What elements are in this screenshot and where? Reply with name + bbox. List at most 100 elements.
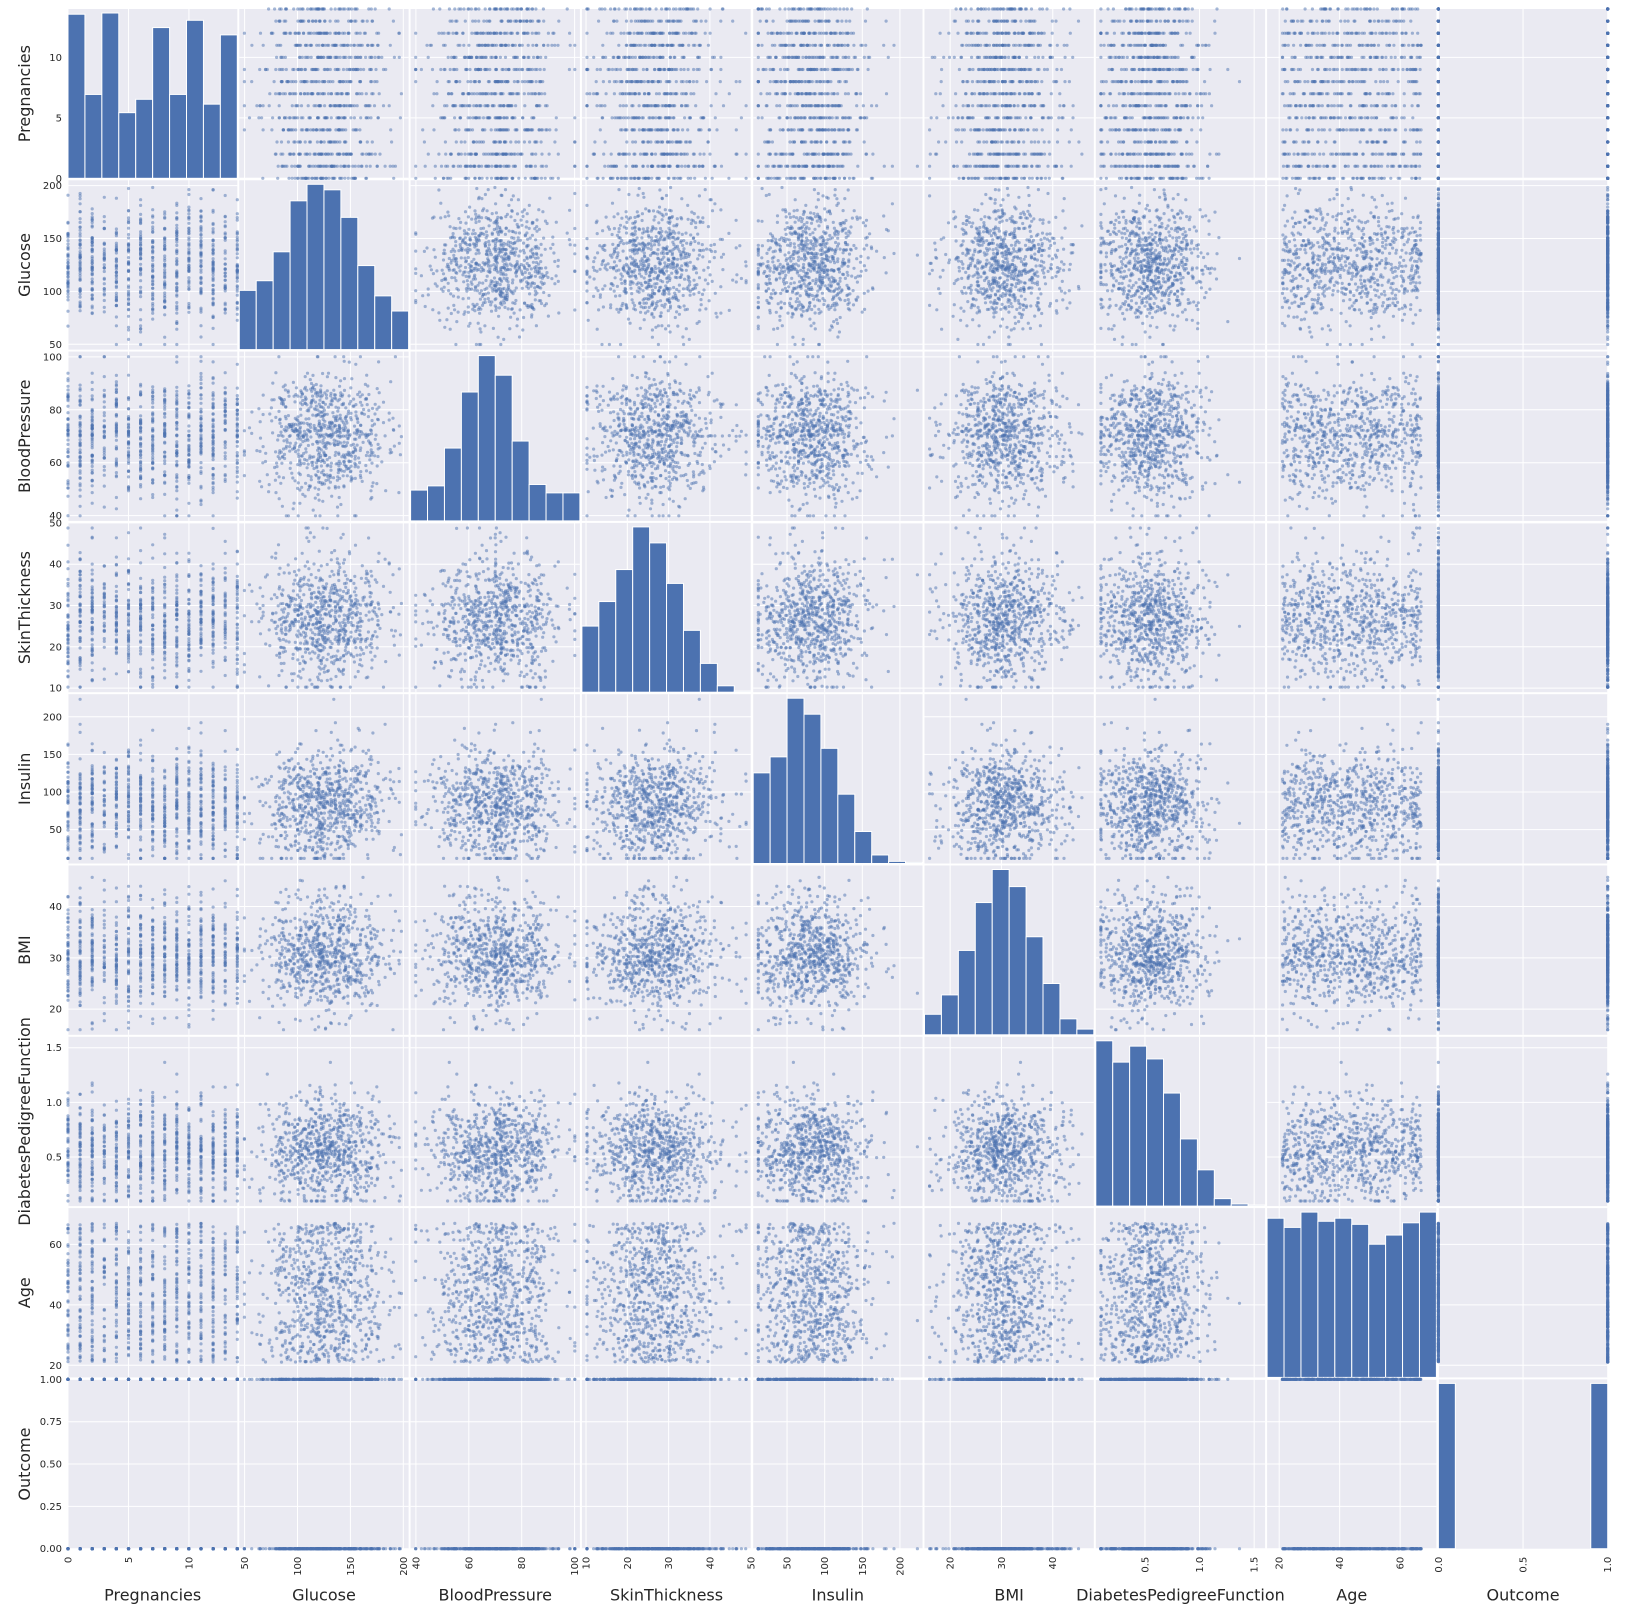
scatter-point [494, 92, 497, 95]
scatter-point [636, 32, 639, 35]
scatter-point [619, 32, 622, 35]
scatter-point [633, 32, 636, 35]
scatter-point [378, 92, 381, 95]
scatter-point [347, 177, 350, 180]
scatter-point [526, 56, 529, 59]
scatter-point [689, 116, 692, 119]
scatter-point [382, 68, 385, 71]
scatter-point [495, 56, 498, 59]
scatter-point [305, 56, 308, 59]
scatter-point [414, 32, 417, 35]
scatter-point [708, 153, 711, 156]
scatter-point [556, 44, 559, 47]
scatter-point [472, 165, 475, 168]
scatter-point [457, 165, 460, 168]
scatter-point [667, 68, 670, 71]
scatter-point [360, 153, 363, 156]
scatter-point [499, 32, 502, 35]
scatter-point [343, 140, 346, 143]
scatter-point [427, 153, 430, 156]
scatter-point [378, 153, 381, 156]
scatter-point [530, 153, 533, 156]
scatter-point [512, 7, 515, 10]
scatter-point [261, 177, 264, 180]
scatter-point [342, 153, 345, 156]
scatter-point [617, 44, 620, 47]
scatter-point [342, 68, 345, 71]
scatter-point [625, 104, 628, 107]
scatter-point [324, 153, 327, 156]
scatter-point [316, 7, 319, 10]
scatter-point [427, 56, 430, 59]
scatter-point [523, 104, 526, 107]
scatter-point [595, 80, 598, 83]
scatter-point [545, 128, 548, 131]
scatter-point [552, 32, 555, 35]
scatter-point [347, 165, 350, 168]
scatter-point [653, 68, 656, 71]
scatter-point [467, 7, 470, 10]
scatter-point [675, 68, 678, 71]
scatter-point [299, 165, 302, 168]
scatter-point [353, 116, 356, 119]
scatter-point [671, 140, 674, 143]
scatter-point [528, 140, 531, 143]
scatter-point [679, 68, 682, 71]
scatter-point [390, 140, 393, 143]
scatter-point [366, 20, 369, 23]
scatter-point [304, 177, 307, 180]
scatter-point [371, 140, 374, 143]
scatter-point [521, 80, 524, 83]
scatter-point [673, 177, 676, 180]
scatter-point [348, 32, 351, 35]
scatter-point [488, 20, 491, 23]
scatter-point [303, 92, 306, 95]
scatter-point [310, 32, 313, 35]
scatter-point [356, 68, 359, 71]
scatter-point [359, 32, 362, 35]
scatter-point [738, 80, 741, 83]
scatter-point [514, 128, 517, 131]
scatter-point [337, 128, 340, 131]
scatter-point [324, 44, 327, 47]
scatter-point [432, 92, 435, 95]
scatter-point [481, 128, 484, 131]
scatter-point [463, 140, 466, 143]
scatter-point [540, 177, 543, 180]
scatter-point [719, 80, 722, 83]
scatter-point [455, 68, 458, 71]
scatter-point [489, 56, 492, 59]
scatter-point [470, 153, 473, 156]
scatter-point [553, 44, 556, 47]
scatter-point [539, 56, 542, 59]
scatter-point [662, 56, 665, 59]
scatter-point [320, 128, 323, 131]
scatter-point [299, 92, 302, 95]
scatter-point [460, 140, 463, 143]
scatter-point [681, 44, 684, 47]
scatter-point [314, 104, 317, 107]
scatter-point [534, 140, 537, 143]
scatter-point [656, 140, 659, 143]
panel-pregnancies-vs-skin-thickness [582, 7, 751, 180]
scatter-point [482, 153, 485, 156]
scatter-point [597, 20, 600, 23]
scatter-point [620, 80, 623, 83]
scatter-point [373, 104, 376, 107]
scatter-point [243, 32, 246, 35]
scatter-point [414, 56, 417, 59]
scatter-point [447, 80, 450, 83]
scatter-point [485, 92, 488, 95]
scatter-point [334, 20, 337, 23]
scatter-point [331, 80, 334, 83]
scatter-point [452, 104, 455, 107]
scatter-point [568, 68, 571, 71]
scatter-point [585, 92, 588, 95]
scatter-point [569, 44, 572, 47]
scatter-point [695, 80, 698, 83]
scatter-point [611, 116, 614, 119]
scatter-point [464, 177, 467, 180]
scatter-point [376, 165, 379, 168]
scatter-point [659, 80, 662, 83]
scatter-point [631, 128, 634, 131]
